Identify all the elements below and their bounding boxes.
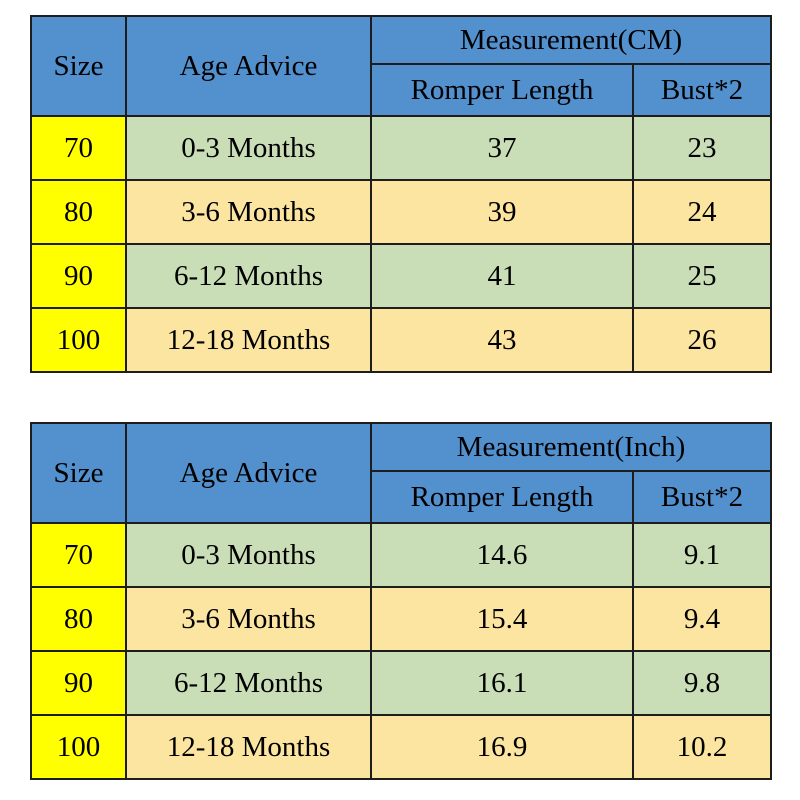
table-row: 90 6-12 Months 41 25 xyxy=(30,243,772,309)
col-header-age-advice: Age Advice xyxy=(125,15,372,117)
table-row: 100 12-18 Months 43 26 xyxy=(30,307,772,373)
age-advice-cell: 12-18 Months xyxy=(125,714,372,780)
col-header-bust: Bust*2 xyxy=(632,470,772,524)
age-advice-cell: 0-3 Months xyxy=(125,522,372,588)
romper-length-cell: 14.6 xyxy=(370,522,634,588)
romper-length-cell: 43 xyxy=(370,307,634,373)
age-advice-cell: 6-12 Months xyxy=(125,650,372,716)
bust-cell: 24 xyxy=(632,179,772,245)
measurement-group-header-cm: Measurement(CM) xyxy=(370,15,772,65)
table-row: 100 12-18 Months 16.9 10.2 xyxy=(30,714,772,780)
size-cell: 70 xyxy=(30,115,127,181)
col-header-romper-length: Romper Length xyxy=(370,470,634,524)
bust-cell: 9.4 xyxy=(632,586,772,652)
romper-length-cell: 39 xyxy=(370,179,634,245)
header-row: Size Age Advice Measurement(Inch) xyxy=(30,422,772,524)
size-cell: 80 xyxy=(30,586,127,652)
size-cell: 90 xyxy=(30,650,127,716)
romper-length-cell: 41 xyxy=(370,243,634,309)
measurement-group-header-inch: Measurement(Inch) xyxy=(370,422,772,472)
table-row: 70 0-3 Months 14.6 9.1 xyxy=(30,522,772,588)
bust-cell: 25 xyxy=(632,243,772,309)
bust-cell: 26 xyxy=(632,307,772,373)
size-cell: 90 xyxy=(30,243,127,309)
sub-header-row: Romper Length Bust*2 xyxy=(31,63,772,117)
romper-length-cell: 16.1 xyxy=(370,650,634,716)
col-header-romper-length: Romper Length xyxy=(370,63,634,117)
age-advice-cell: 0-3 Months xyxy=(125,115,372,181)
table-row: 80 3-6 Months 39 24 xyxy=(30,179,772,245)
table-row: 90 6-12 Months 16.1 9.8 xyxy=(30,650,772,716)
bust-cell: 9.1 xyxy=(632,522,772,588)
romper-length-cell: 15.4 xyxy=(370,586,634,652)
size-cell: 100 xyxy=(30,714,127,780)
size-chart-table-cm: Size Age Advice Measurement(CM) Romper L… xyxy=(30,15,772,373)
size-cell: 80 xyxy=(30,179,127,245)
romper-length-cell: 16.9 xyxy=(370,714,634,780)
table-row: 80 3-6 Months 15.4 9.4 xyxy=(30,586,772,652)
bust-cell: 9.8 xyxy=(632,650,772,716)
bust-cell: 10.2 xyxy=(632,714,772,780)
romper-length-cell: 37 xyxy=(370,115,634,181)
size-cell: 100 xyxy=(30,307,127,373)
age-advice-cell: 12-18 Months xyxy=(125,307,372,373)
col-header-size: Size xyxy=(30,422,127,524)
age-advice-cell: 3-6 Months xyxy=(125,179,372,245)
age-advice-cell: 6-12 Months xyxy=(125,243,372,309)
size-chart-table-inch: Size Age Advice Measurement(Inch) Romper… xyxy=(30,422,772,780)
header-row: Size Age Advice Measurement(CM) xyxy=(30,15,772,117)
bust-cell: 23 xyxy=(632,115,772,181)
col-header-bust: Bust*2 xyxy=(632,63,772,117)
table-row: 70 0-3 Months 37 23 xyxy=(30,115,772,181)
col-header-size: Size xyxy=(30,15,127,117)
sub-header-row: Romper Length Bust*2 xyxy=(31,470,772,524)
col-header-age-advice: Age Advice xyxy=(125,422,372,524)
size-cell: 70 xyxy=(30,522,127,588)
age-advice-cell: 3-6 Months xyxy=(125,586,372,652)
